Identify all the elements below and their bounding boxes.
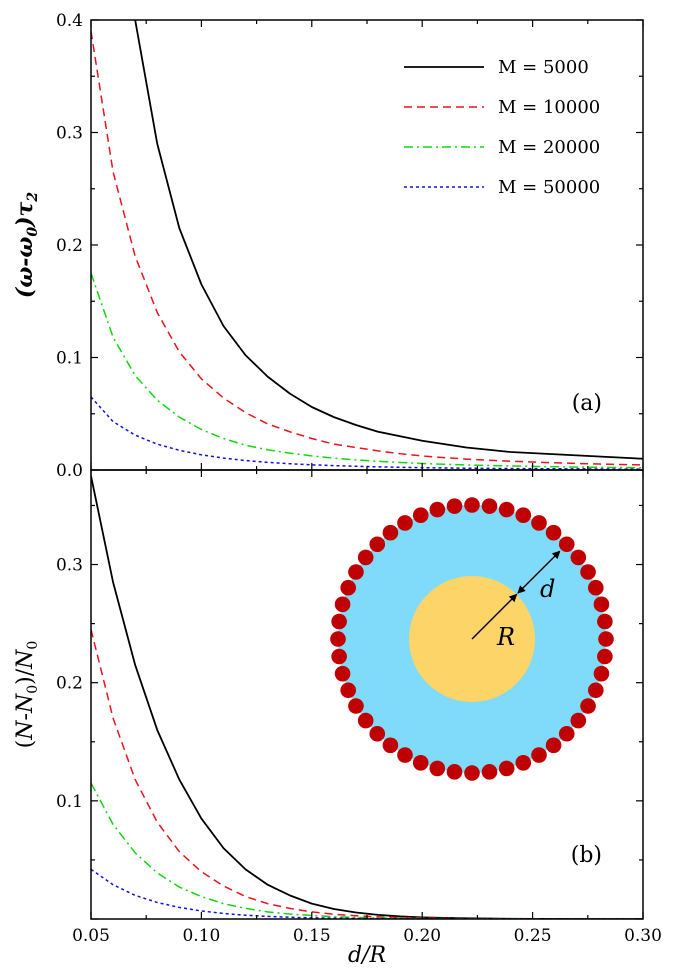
inset-bead	[580, 564, 596, 580]
x-tick-label: 0.05	[72, 926, 110, 946]
y-tick-label: 0.3	[56, 556, 83, 576]
series-line	[91, 782, 643, 919]
inset-bead	[446, 498, 463, 514]
inset-bead	[570, 549, 587, 566]
x-tick-label: 0.15	[293, 926, 331, 946]
inset-bead	[412, 507, 429, 524]
y-axis-title: (ω-ω0)τ2	[12, 192, 41, 298]
inset-bead	[446, 764, 463, 780]
inset-bead	[334, 665, 351, 682]
inset-bead	[330, 631, 346, 647]
y-title-part: N	[13, 720, 38, 741]
series-line	[91, 396, 643, 470]
plot-frame	[90, 19, 644, 471]
x-tick-label: 0.25	[514, 926, 552, 946]
legend-label: M = 20000	[498, 137, 600, 158]
series-line	[91, 272, 643, 469]
inset-bead	[498, 760, 515, 777]
label-R: R	[496, 623, 515, 651]
label-d: d	[540, 575, 555, 603]
inset-bead	[331, 613, 347, 630]
thickness-arrow	[517, 550, 561, 594]
inset-bead	[331, 648, 347, 665]
y-tick-label: 0.1	[56, 792, 83, 812]
inset-bead	[570, 712, 587, 729]
inset-bead	[481, 498, 498, 514]
legend: M = 5000 M = 10000 M = 20000 M = 50000	[404, 57, 600, 198]
inset-diagram: Rd	[330, 497, 614, 781]
inset-bead	[357, 712, 374, 729]
inset-bead	[357, 549, 374, 566]
inset-bead	[369, 536, 386, 553]
legend-label: M = 50000	[498, 177, 600, 198]
panel-a: 0.0 0.1 0.2 0.3 0.4 (ω-ω0)τ2 (a) M = 5000 M = 10…	[12, 11, 644, 481]
legend-label: M = 10000	[498, 97, 600, 118]
inset-bead	[334, 596, 351, 613]
y-tick-label: 0.2	[56, 674, 83, 694]
inset-bead	[397, 515, 413, 531]
inset-bead	[412, 754, 429, 771]
inset-bead	[597, 648, 613, 665]
inset-bead	[593, 665, 610, 682]
y-title-part: (ω-ω	[12, 237, 38, 298]
radius-arrow	[471, 593, 518, 640]
inset-bead	[481, 764, 498, 780]
y-title-part: )/	[13, 668, 38, 685]
x-axis-title: d/R	[348, 943, 386, 968]
inset-bead	[531, 747, 547, 763]
y-tick-label: 0.1	[56, 349, 83, 369]
series-line	[91, 868, 643, 919]
inset-bead	[348, 698, 364, 714]
inset-bead	[587, 579, 604, 596]
panel-b: Rd0.05 0.10 0.15 0.20 0.25 0.300.10.20.3(N-N0…	[13, 469, 662, 968]
inset-bead	[580, 698, 596, 714]
y-tick-label: 0.3	[56, 124, 83, 144]
x-tick-label: 0.30	[624, 926, 662, 946]
inset-bead	[515, 754, 532, 771]
inset-bead	[531, 515, 547, 531]
y-title-part: -	[13, 713, 38, 720]
inset-bead	[545, 737, 562, 754]
inset-bead	[397, 747, 413, 763]
inset-bead	[598, 631, 614, 647]
y-tick-label: 0.0	[56, 461, 83, 481]
inset-bead	[545, 524, 562, 541]
y-title-part: N	[13, 649, 38, 670]
inset-bead	[464, 765, 480, 781]
inset-bead	[340, 682, 357, 699]
inset-bead	[558, 725, 575, 742]
y-title-part: N	[13, 693, 38, 714]
panel-tag: (b)	[571, 843, 602, 868]
inset-bead	[340, 579, 357, 596]
y-title-sub: 0	[25, 685, 41, 694]
inset-bead	[429, 501, 446, 518]
inset-bead	[382, 524, 399, 541]
y-title-part: (	[13, 740, 38, 749]
y-title-part: )τ	[12, 201, 38, 227]
y-title-sub: 0	[25, 641, 41, 650]
series-line	[134, 20, 643, 460]
panel-tag: (a)	[572, 391, 602, 416]
y-title-sub: 2	[25, 192, 41, 203]
y-tick-label: 0.2	[56, 236, 83, 256]
inset-bead	[382, 737, 399, 754]
inset-bead	[587, 682, 604, 699]
legend-label: M = 5000	[498, 57, 589, 78]
y-axis-title: (N-N0)/N0	[13, 641, 41, 749]
y-title-sub: 0	[25, 227, 41, 237]
inset-bead	[515, 507, 532, 524]
inset-bead	[597, 613, 613, 630]
inset-bead	[558, 536, 575, 553]
inset-bead	[429, 760, 446, 777]
inset-bead	[593, 596, 610, 613]
inset-bead	[369, 725, 386, 742]
series-line	[91, 31, 643, 466]
inset-bead	[464, 497, 480, 513]
x-tick-label: 0.10	[182, 926, 220, 946]
x-tick-label: 0.20	[403, 926, 441, 946]
y-tick-label: 0.4	[56, 11, 83, 31]
inset-bead	[498, 501, 515, 518]
inset-bead	[348, 564, 364, 580]
